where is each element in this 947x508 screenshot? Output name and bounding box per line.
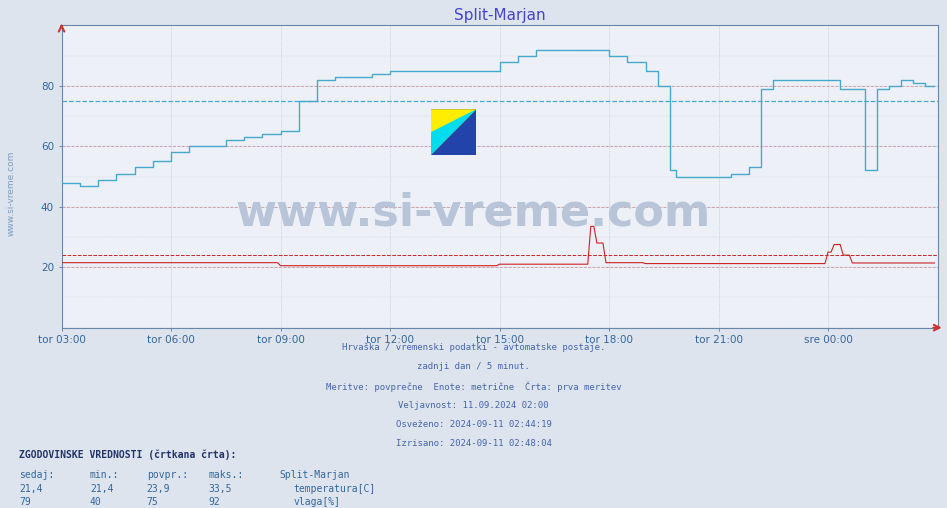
Text: 33,5: 33,5 — [208, 484, 232, 494]
Title: Split-Marjan: Split-Marjan — [454, 8, 545, 23]
Text: maks.:: maks.: — [208, 470, 243, 480]
Polygon shape — [431, 109, 476, 143]
Text: Meritve: povprečne  Enote: metrične  Črta: prva meritev: Meritve: povprečne Enote: metrične Črta:… — [326, 382, 621, 392]
Text: temperatura[C]: temperatura[C] — [294, 484, 376, 494]
Text: Izrisano: 2024-09-11 02:48:04: Izrisano: 2024-09-11 02:48:04 — [396, 439, 551, 449]
Text: www.si-vreme.com: www.si-vreme.com — [7, 150, 16, 236]
Text: 40: 40 — [90, 497, 101, 507]
Text: ZGODOVINSKE VREDNOSTI (črtkana črta):: ZGODOVINSKE VREDNOSTI (črtkana črta): — [19, 450, 237, 460]
Text: 21,4: 21,4 — [90, 484, 114, 494]
Text: www.si-vreme.com: www.si-vreme.com — [236, 192, 711, 235]
Text: zadnji dan / 5 minut.: zadnji dan / 5 minut. — [417, 362, 530, 371]
Polygon shape — [431, 109, 476, 155]
Text: Split-Marjan: Split-Marjan — [279, 470, 349, 480]
Text: povpr.:: povpr.: — [147, 470, 188, 480]
Text: sedaj:: sedaj: — [19, 470, 54, 480]
Polygon shape — [431, 109, 476, 155]
Polygon shape — [431, 109, 476, 143]
Text: min.:: min.: — [90, 470, 119, 480]
Text: 23,9: 23,9 — [147, 484, 170, 494]
Text: 92: 92 — [208, 497, 220, 507]
Text: Veljavnost: 11.09.2024 02:00: Veljavnost: 11.09.2024 02:00 — [399, 401, 548, 410]
Text: Hrvaška / vremenski podatki - avtomatske postaje.: Hrvaška / vremenski podatki - avtomatske… — [342, 343, 605, 353]
Text: Osveženo: 2024-09-11 02:44:19: Osveženo: 2024-09-11 02:44:19 — [396, 420, 551, 429]
Text: 21,4: 21,4 — [19, 484, 43, 494]
Text: 79: 79 — [19, 497, 30, 507]
Text: vlaga[%]: vlaga[%] — [294, 497, 341, 507]
Text: 75: 75 — [147, 497, 158, 507]
